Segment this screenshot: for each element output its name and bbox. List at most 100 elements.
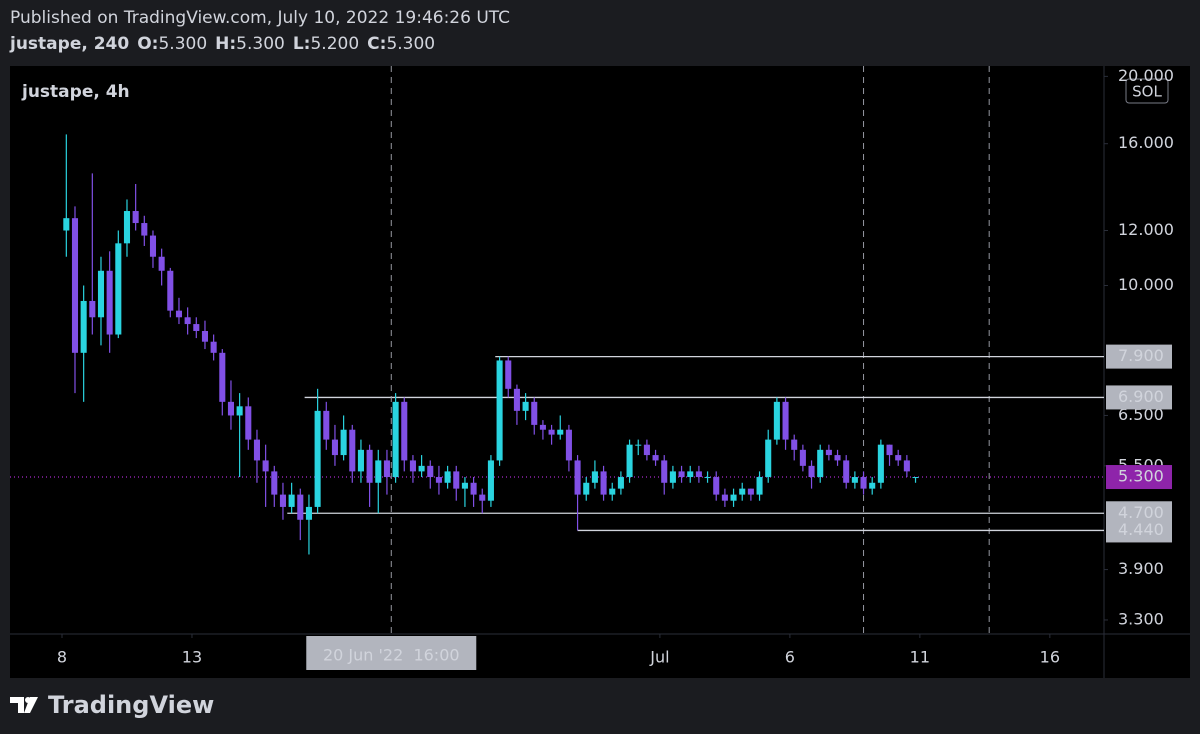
candle-body [669, 471, 676, 483]
candle-body [635, 444, 642, 446]
y-tick-label: 10.000 [1118, 275, 1174, 294]
candle-body [522, 401, 529, 411]
ohlc-key: H: [215, 34, 236, 54]
candle-body [652, 455, 659, 461]
candle-body [253, 439, 260, 461]
candle-body [219, 352, 226, 402]
candle-body [323, 410, 330, 440]
candle-body [141, 223, 148, 236]
ohlc-key: L: [293, 34, 311, 54]
candle-body [496, 360, 503, 461]
candle-body [479, 494, 486, 501]
candle-body [366, 449, 373, 483]
ohlc-value: 5.300 [386, 34, 435, 54]
candle-body [704, 477, 711, 479]
candle-body [747, 488, 754, 495]
brand-logo: TradingView [10, 691, 214, 719]
candle-body [461, 482, 468, 489]
candle-body [297, 494, 304, 520]
candle-body [799, 449, 806, 466]
x-tick-label: 8 [57, 648, 67, 667]
y-tick-label: 12.000 [1118, 220, 1174, 239]
candle-body [314, 410, 321, 507]
brand-name: TradingView [48, 691, 214, 719]
ohlc-value: 5.300 [236, 34, 285, 54]
candle-body [262, 460, 269, 472]
candle-body [167, 270, 174, 311]
candle-body [123, 211, 131, 244]
candle-body [271, 471, 278, 495]
candle-body [201, 330, 209, 342]
candle-body [843, 460, 850, 483]
level-price-box [1106, 344, 1172, 369]
candle-body [158, 256, 165, 271]
candle-body [340, 429, 347, 456]
y-tick-label: 3.900 [1118, 559, 1164, 578]
crosshair-time-label: 20 Jun '22 16:00 [323, 646, 460, 665]
y-tick-label: 6.500 [1118, 405, 1164, 424]
candle-body [331, 439, 338, 456]
candle-body [825, 449, 832, 456]
chart-legend: justape, 4h [21, 82, 130, 102]
logo-dot [25, 697, 31, 703]
chart-background [10, 66, 1190, 678]
ohlc-key: C: [367, 34, 386, 54]
candle-body [713, 477, 720, 495]
candle-body [401, 401, 408, 461]
candle-body [435, 477, 442, 483]
candle-body [349, 429, 356, 472]
candle-body [834, 455, 841, 461]
symbol-line: justape, 240 O:5.300 H:5.300 L:5.200 C:5.300 [9, 34, 435, 54]
candle-body [193, 324, 200, 331]
candle-body [279, 494, 286, 507]
candle-body [869, 482, 876, 489]
level-price-label: 7.900 [1118, 346, 1164, 365]
candle-body [357, 449, 364, 472]
candle-body [687, 471, 694, 478]
currency: SOL [1132, 83, 1162, 101]
candle-body [513, 388, 520, 411]
level-price-label: 4.700 [1118, 503, 1164, 522]
y-tick-label: 20.000 [1118, 66, 1174, 85]
candle-body [808, 465, 815, 478]
candle-body [383, 460, 390, 478]
candle-body [782, 401, 789, 440]
x-tick-label: 16 [1040, 648, 1060, 667]
candle-body [817, 449, 824, 478]
candle-body [583, 482, 590, 495]
candle-body [245, 406, 252, 440]
candle-body [288, 494, 295, 507]
candle-body [236, 406, 243, 416]
candle-body [106, 270, 113, 335]
symbol-interval: justape, 240 [9, 34, 129, 54]
candle-body [877, 444, 884, 483]
candle-body [531, 401, 538, 425]
currency-box [1125, 78, 1169, 104]
candle-body [132, 211, 139, 224]
candle-body [427, 465, 434, 478]
candle-body [392, 401, 399, 478]
candle-body [643, 444, 650, 456]
candle-body [470, 482, 477, 495]
y-tick-label: 16.000 [1118, 133, 1174, 152]
candle-body [903, 460, 910, 472]
candle-body [375, 460, 382, 483]
level-price-box [1106, 385, 1172, 410]
candle-body [565, 429, 572, 461]
candle-body [71, 218, 79, 353]
plot [10, 66, 1104, 634]
candle-body [63, 218, 70, 231]
candle-body [444, 471, 451, 483]
candle-body [80, 300, 87, 353]
ohlc-key: O: [137, 34, 158, 54]
candle-body [773, 401, 780, 440]
candle-body [600, 471, 607, 495]
candle-body [695, 471, 702, 478]
candle-body [418, 465, 425, 472]
x-tick-label: 11 [910, 648, 930, 667]
candle-body [860, 477, 867, 489]
last-price-label: 5.300 [1118, 467, 1164, 486]
candle-body [548, 429, 555, 435]
candle-body [115, 243, 122, 335]
